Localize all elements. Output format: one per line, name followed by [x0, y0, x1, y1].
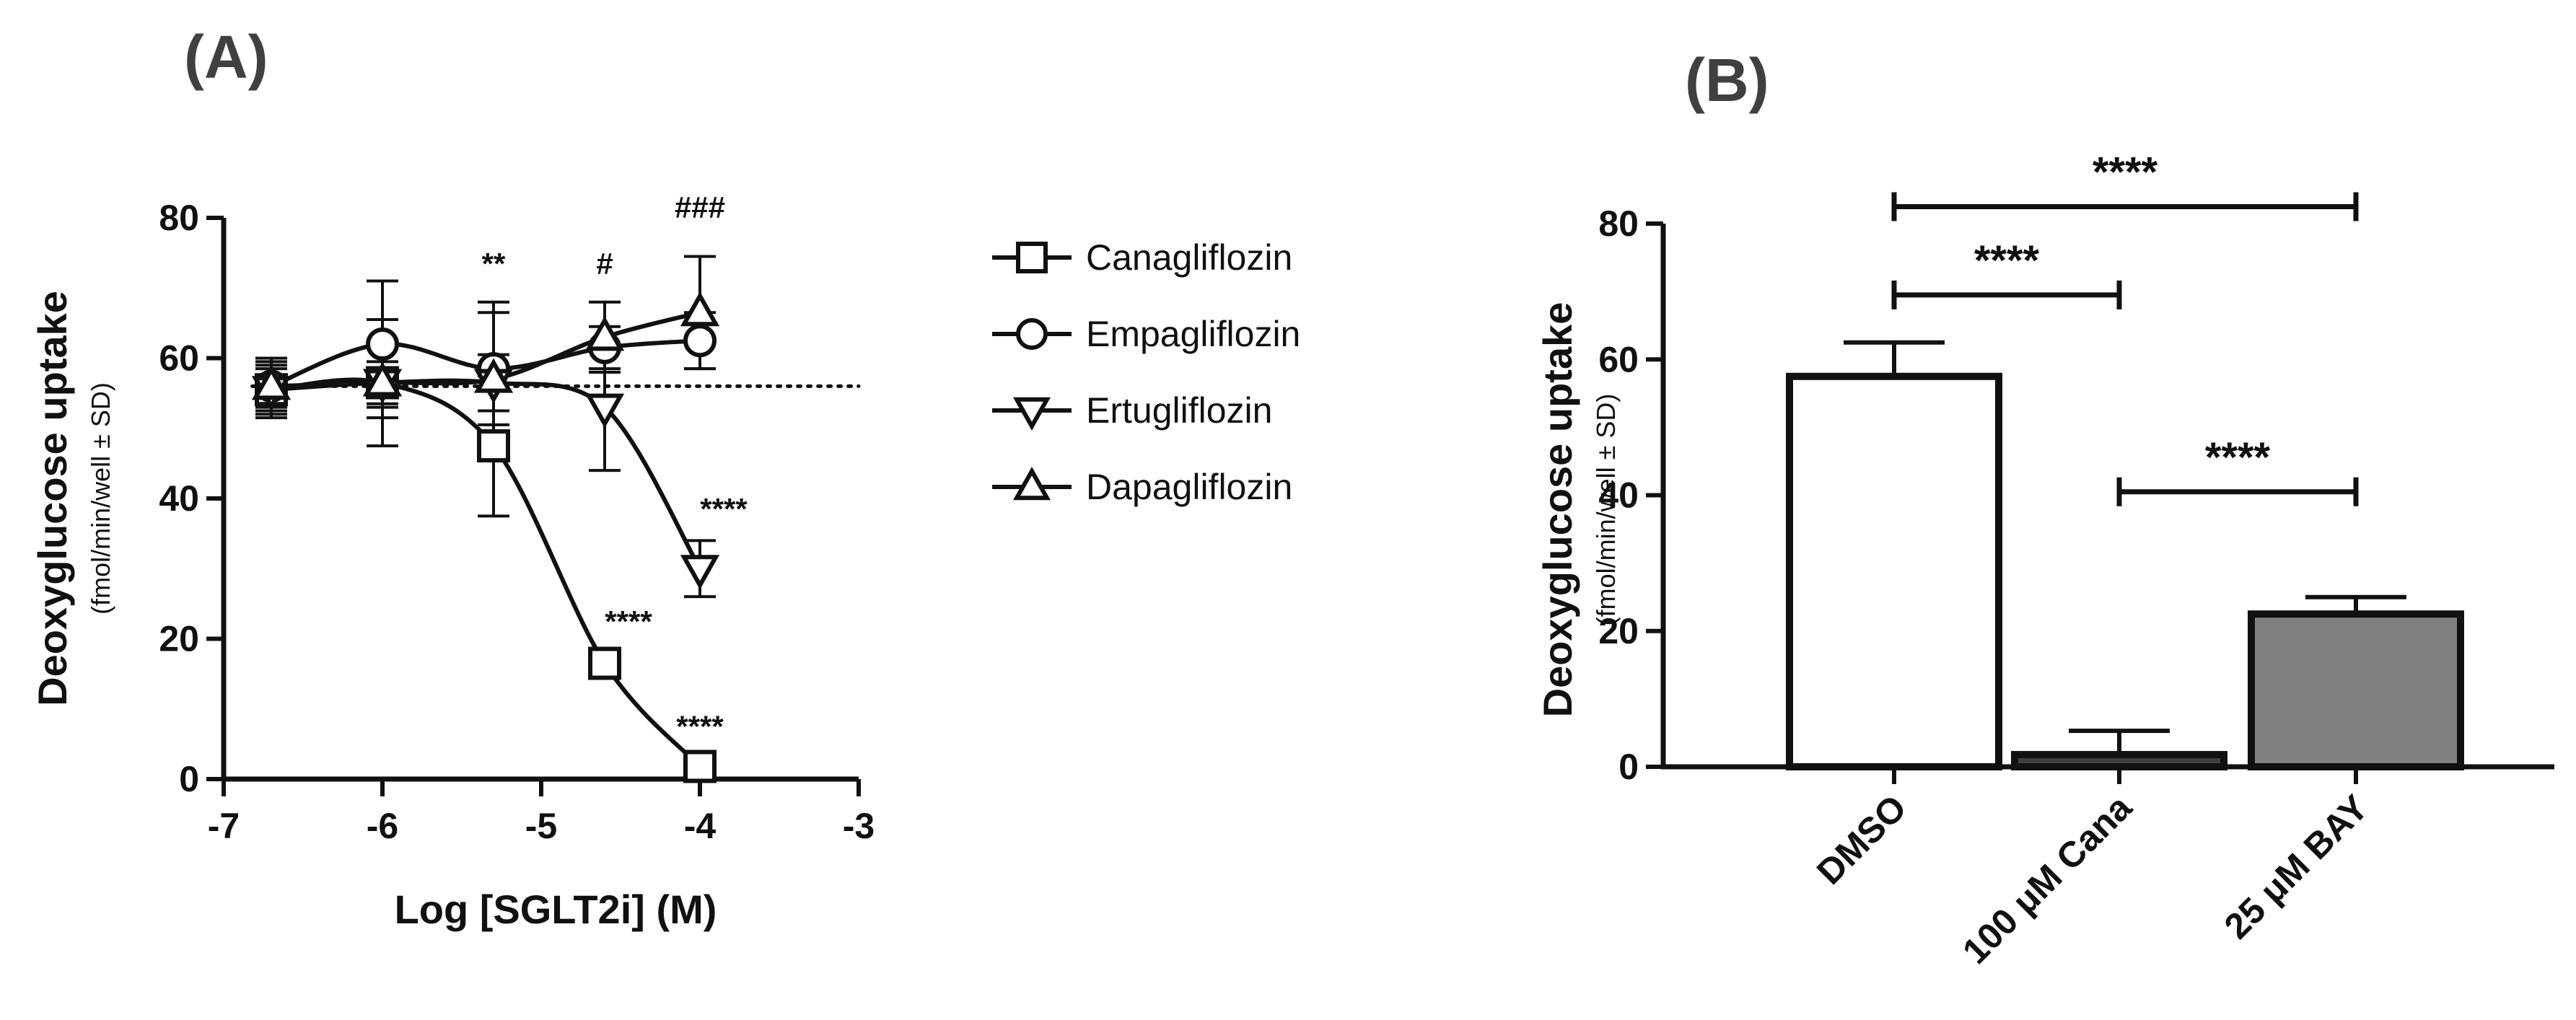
legend-ertugliflozin-marker — [1012, 397, 1051, 431]
significance-annotation: **** — [676, 710, 724, 744]
ertugliflozin-line — [271, 378, 702, 570]
dapagliflozin-point — [680, 291, 720, 327]
ertugliflozin-point — [680, 555, 720, 590]
y-tick-label: 20 — [159, 619, 199, 659]
y-tick-label: 0 — [179, 759, 199, 799]
dapagliflozin-point — [473, 358, 514, 393]
x-category-label: 100 μM Cana — [1955, 786, 2140, 972]
x-tick-label: -7 — [208, 806, 240, 846]
legend-empagliflozin-marker — [1016, 318, 1048, 350]
panel-a-chart: 0 20 40 60 80 -7 -6 -5 -4 -3 Log [SGLT2i] (M) Deoxy… — [30, 190, 875, 932]
panel-b-label: (B) — [1685, 46, 1769, 114]
legend-canagliflozin-label: Canagliflozin — [1086, 237, 1292, 278]
bar-1 — [2011, 751, 2227, 770]
x-tick-label: -5 — [525, 806, 557, 846]
y-tick-label: 20 — [1598, 611, 1639, 651]
canagliflozin-point — [683, 749, 717, 783]
significance-annotation: ** — [482, 247, 506, 281]
y-tick-label: 0 — [1618, 747, 1639, 787]
y-axis-subtitle: (fmol/min/well ± SD) — [1591, 394, 1621, 626]
y-axis-title: Deoxyglucose uptake — [1535, 302, 1580, 718]
significance-annotation: **** — [605, 604, 652, 638]
significance-annotation: # — [596, 247, 613, 281]
y-tick-label: 80 — [159, 198, 199, 238]
dapagliflozin-point — [251, 365, 292, 400]
dapagliflozin-point — [584, 316, 625, 351]
panel-b-chart: 0 20 40 60 80 Deoxyglucose uptake (fmol/min/we… — [1535, 149, 2554, 972]
panel-a-label: (A) — [184, 23, 268, 91]
ertugliflozin-point — [584, 393, 625, 428]
dapagliflozin-point — [362, 361, 403, 397]
canagliflozin-point — [588, 646, 621, 680]
legend-dapagliflozin-label: Dapagliflozin — [1086, 467, 1292, 507]
y-tick-label: 60 — [159, 338, 199, 379]
legend-ertugliflozin-label: Ertugliflozin — [1086, 390, 1272, 431]
y-tick-label: 40 — [159, 478, 199, 519]
legend-dapagliflozin-marker — [1012, 467, 1051, 501]
legend-canagliflozin-marker — [1016, 242, 1048, 273]
y-axis-title: Deoxyglucose uptake — [30, 291, 75, 706]
canagliflozin-line — [271, 377, 702, 768]
empagliflozin-point — [683, 324, 717, 358]
significance-label: **** — [1974, 237, 2040, 284]
significance-label: **** — [2093, 149, 2158, 195]
bar-0 — [1786, 372, 2002, 770]
y-tick-label: 60 — [1598, 339, 1639, 379]
canagliflozin-point — [477, 429, 510, 463]
x-tick-label: -4 — [684, 806, 717, 846]
x-category-label: 25 μM BAY — [2217, 787, 2376, 946]
empagliflozin-point — [366, 327, 399, 361]
x-tick-label: -3 — [843, 806, 875, 846]
significance-annotation: **** — [700, 492, 748, 526]
y-tick-label: 40 — [1598, 475, 1639, 516]
y-tick-label: 80 — [1598, 203, 1639, 244]
significance-annotation: ### — [675, 190, 725, 224]
legend-empagliflozin-label: Empagliflozin — [1086, 314, 1300, 354]
y-axis-subtitle: (fmol/min/well ± SD) — [86, 382, 115, 615]
significance-label: **** — [2205, 434, 2271, 481]
x-category-label: DMSO — [1809, 787, 1914, 892]
bar-2 — [2248, 610, 2464, 770]
panel-a-legend: Canagliflozin Empagliflozin Ertugliflozin D… — [992, 237, 1300, 507]
x-axis-title: Log [SGLT2i] (M) — [395, 887, 717, 932]
x-tick-label: -6 — [367, 806, 398, 846]
